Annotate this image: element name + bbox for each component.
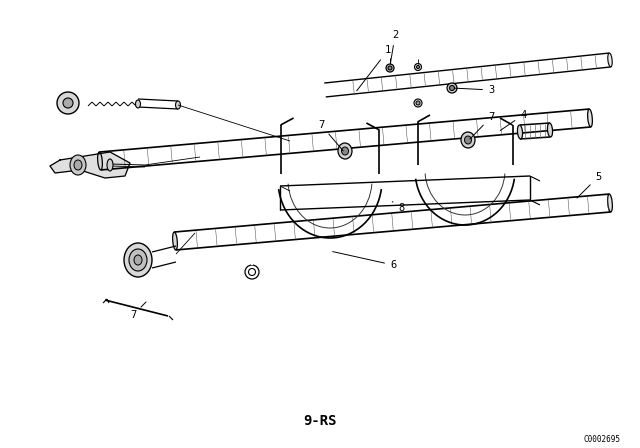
Text: 2: 2 — [390, 30, 398, 63]
Ellipse shape — [136, 100, 141, 108]
Text: C0002695: C0002695 — [584, 435, 621, 444]
Ellipse shape — [98, 152, 102, 170]
Ellipse shape — [465, 136, 472, 144]
Ellipse shape — [107, 159, 113, 171]
Ellipse shape — [415, 64, 422, 70]
Ellipse shape — [517, 125, 523, 139]
Ellipse shape — [447, 83, 457, 93]
Ellipse shape — [63, 98, 73, 108]
Text: 8: 8 — [392, 202, 404, 213]
Ellipse shape — [416, 101, 420, 105]
Ellipse shape — [245, 265, 259, 279]
Text: 4: 4 — [500, 110, 526, 130]
Ellipse shape — [388, 66, 392, 70]
Ellipse shape — [417, 65, 419, 69]
Text: 9-RS: 9-RS — [303, 414, 337, 428]
Text: 6: 6 — [333, 252, 396, 270]
Ellipse shape — [414, 99, 422, 107]
Polygon shape — [50, 152, 130, 178]
Ellipse shape — [134, 255, 142, 265]
Ellipse shape — [57, 92, 79, 114]
Ellipse shape — [124, 243, 152, 277]
Ellipse shape — [449, 86, 454, 90]
Ellipse shape — [386, 64, 394, 72]
Ellipse shape — [248, 268, 255, 276]
Text: 7: 7 — [318, 120, 343, 151]
Ellipse shape — [588, 109, 593, 127]
Text: 7: 7 — [130, 302, 146, 320]
Text: 1: 1 — [356, 45, 391, 91]
Ellipse shape — [608, 53, 612, 67]
Text: 5: 5 — [577, 172, 601, 198]
Ellipse shape — [607, 194, 612, 212]
Ellipse shape — [173, 232, 177, 250]
Ellipse shape — [338, 143, 352, 159]
Ellipse shape — [70, 155, 86, 175]
Ellipse shape — [342, 147, 349, 155]
Text: 7: 7 — [470, 112, 494, 139]
Ellipse shape — [175, 101, 180, 109]
Ellipse shape — [461, 132, 475, 148]
Ellipse shape — [547, 123, 552, 137]
Ellipse shape — [74, 160, 82, 170]
Text: 3: 3 — [455, 85, 494, 95]
Ellipse shape — [129, 249, 147, 271]
